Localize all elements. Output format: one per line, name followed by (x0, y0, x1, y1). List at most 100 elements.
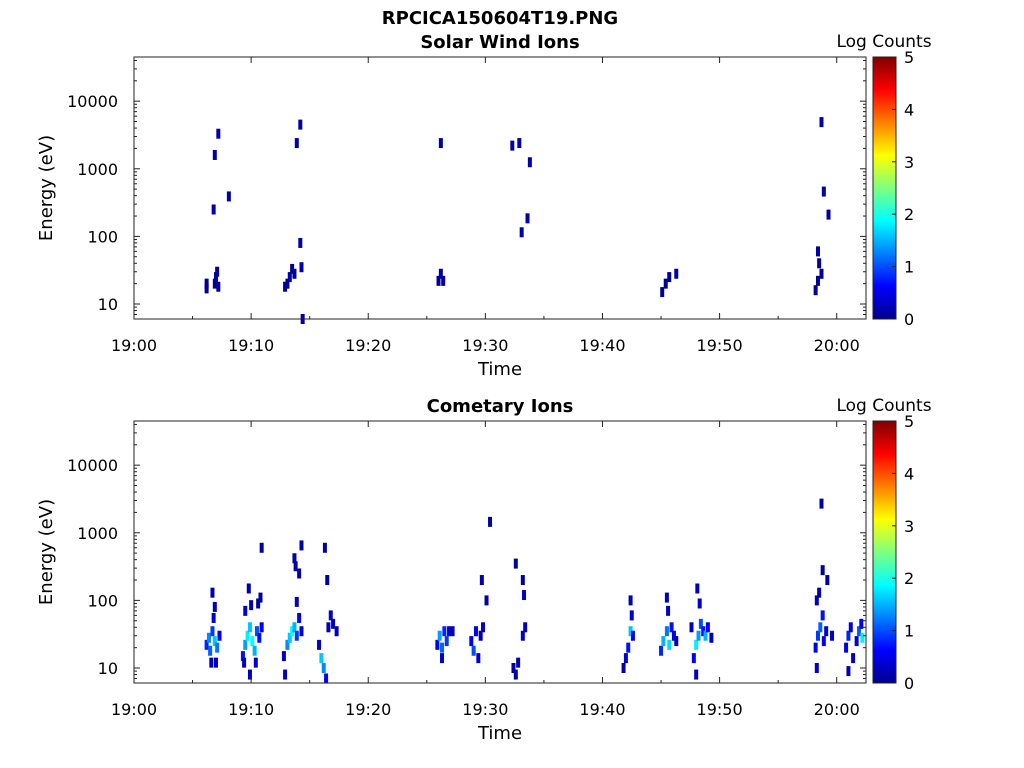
heatmap-cell (216, 281, 221, 292)
heatmap-cell (216, 128, 221, 139)
heatmap-cell (283, 281, 288, 292)
heatmap-cell (698, 618, 703, 629)
heatmap-cell (250, 636, 255, 647)
panels-container: Solar Wind Ions 19:00 19:10 19:20 19:30 19:40… (36, 32, 932, 744)
y-tick-label: 10 (98, 659, 118, 678)
heatmap-cell (438, 268, 443, 279)
heatmap-cell (481, 622, 486, 633)
heatmap-cell (243, 639, 248, 650)
heatmap-cell (469, 636, 474, 647)
heatmap-cell (245, 630, 250, 641)
heatmap-cell (511, 663, 516, 674)
heatmap-cell (817, 258, 822, 269)
colorbar (872, 420, 897, 684)
heatmap-cell (442, 626, 447, 637)
heatmap-cell (441, 275, 446, 286)
heatmap-cell (293, 561, 298, 572)
heatmap-cell (821, 636, 826, 647)
heatmap-cell (846, 630, 851, 641)
heatmap-cell (667, 272, 672, 283)
heatmap-cell (440, 642, 445, 653)
x-tick-label: 19:00 (111, 700, 157, 719)
x-axis-label: Time (477, 723, 522, 744)
heatmap-cell (694, 669, 699, 680)
heatmap-cell (210, 587, 215, 598)
heatmap-cell (851, 653, 856, 664)
colorbar (872, 56, 897, 320)
heatmap-cell (628, 595, 633, 606)
heatmap-cell (211, 204, 216, 215)
heatmap-cell (213, 657, 218, 668)
heatmap-cell (623, 653, 628, 664)
colorbar-tick-label: 5 (904, 412, 914, 431)
y-tick-label: 100 (87, 227, 118, 246)
heatmap-cell (249, 600, 254, 611)
heatmap-cell (824, 626, 829, 637)
x-tick-label: 19:30 (462, 336, 508, 355)
heatmap-cell (513, 558, 518, 569)
figure-title: RPCICA150604T19.PNG (382, 8, 618, 29)
heatmap-cell (285, 278, 290, 289)
x-tick-label: 19:40 (579, 700, 625, 719)
y-axis-label: Energy (eV) (36, 135, 57, 241)
x-axis-label: Time (477, 359, 522, 380)
heatmap-cell (326, 622, 331, 633)
heatmap-cell (488, 516, 493, 527)
heatmap-cell (324, 673, 329, 684)
heatmap-cell (484, 595, 489, 606)
heatmap-cell (438, 138, 443, 149)
heatmap-cell (513, 669, 518, 680)
heatmap-cell (510, 140, 515, 151)
heatmap-cell (242, 657, 247, 668)
heatmap-cell (243, 605, 248, 616)
heatmap-cell (298, 237, 303, 248)
heatmap-cell (290, 263, 295, 274)
y-axis-label: Energy (eV) (36, 499, 57, 605)
heatmap-cell (283, 669, 288, 680)
panel-title: Cometary Ions (427, 396, 574, 417)
colorbar-tick-label: 1 (904, 622, 914, 641)
heatmap-cell (294, 630, 299, 641)
heatmap-cell (705, 622, 710, 633)
heatmap-cell (856, 626, 861, 637)
heatmap-cell (671, 630, 676, 641)
heatmap-cell (694, 639, 699, 650)
heatmap-cell (328, 610, 333, 621)
heatmap-cell (659, 645, 664, 656)
colorbar-tick-label: 2 (904, 205, 914, 224)
heatmap-cell (628, 626, 633, 637)
panel-cometary-ions: Cometary Ions 19:00 19:10 19:20 19:30 19:40 19… (36, 396, 932, 744)
heatmap-cell (321, 663, 326, 674)
heatmap-cell (815, 246, 820, 257)
heatmap-cell (440, 653, 445, 664)
heatmap-cell (815, 630, 820, 641)
colorbar-tick-label: 5 (904, 48, 914, 67)
heatmap-cell (664, 626, 669, 637)
heatmap-cell (854, 636, 859, 647)
heatmap-cell (319, 653, 324, 664)
heatmap-cell (294, 596, 299, 607)
x-tick-label: 19:30 (462, 700, 508, 719)
heatmap-cell (259, 622, 264, 633)
heatmap-cell (287, 272, 292, 283)
colorbar-tick-label: 3 (904, 153, 914, 172)
colorbar-tick-label: 3 (904, 517, 914, 536)
heatmap-cell (247, 669, 252, 680)
plot-frame (133, 56, 867, 320)
heatmap-cell (247, 622, 252, 633)
heatmap-cell (825, 575, 830, 586)
heatmap-cell (696, 630, 701, 641)
heatmap-cell (436, 275, 441, 286)
heatmap-cell (819, 498, 824, 509)
heatmap-cell (820, 565, 825, 576)
heatmap-cell (292, 553, 297, 564)
heatmap-cell (447, 626, 452, 637)
x-tick-label: 19:20 (345, 700, 391, 719)
heatmap-cell (516, 657, 521, 668)
x-tick-label: 19:00 (111, 336, 157, 355)
x-tick-label: 19:40 (579, 336, 625, 355)
heatmap-cell (253, 657, 258, 668)
heatmap-cell (621, 663, 626, 674)
heatmap-cell (322, 542, 327, 553)
